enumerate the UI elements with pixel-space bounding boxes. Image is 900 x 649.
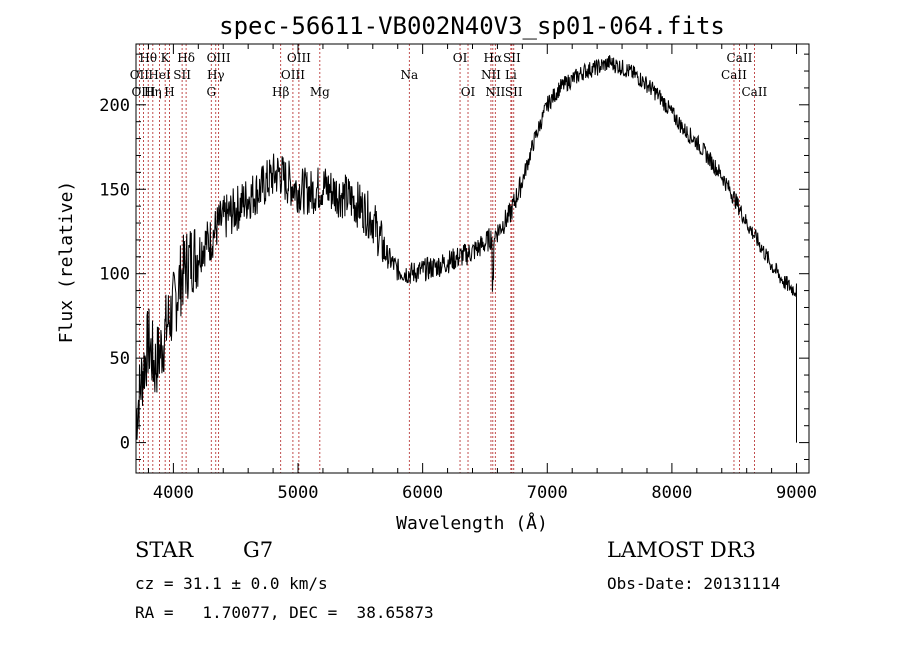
line-label: OIII [281, 68, 305, 82]
object-subclass: G7 [243, 538, 274, 562]
survey-name: LAMOST DR3 [607, 538, 756, 562]
line-label: OII [130, 68, 150, 82]
x-axis-label: Wavelength (Å) [396, 512, 548, 534]
x-tick-label: 4000 [153, 483, 194, 503]
line-label: OI [461, 85, 476, 99]
line-label: Hη [144, 85, 162, 99]
y-tick-label: 150 [99, 180, 130, 200]
line-label: OI [453, 51, 468, 65]
obs-date-text: Obs-Date: 20131114 [607, 574, 781, 593]
x-tick-label: 9000 [776, 483, 817, 503]
line-label: Hδ [177, 51, 195, 65]
line-markers [138, 44, 755, 473]
line-label: NII [481, 68, 501, 82]
line-label: Hθ [139, 51, 157, 65]
y-tick-label: 50 [110, 349, 130, 369]
line-label: CaII [741, 85, 767, 99]
line-label: SII [503, 51, 521, 65]
line-label: OIII [287, 51, 311, 65]
line-labels: Hθ OII OIII HeI K Hη SII H Hδ OIII Hγ G Hβ OIII OIII Mg… [130, 51, 768, 99]
line-label: SII [173, 68, 191, 82]
line-label: Hγ [207, 68, 225, 82]
line-label: NII [485, 85, 505, 99]
line-label: SII [505, 85, 523, 99]
y-axis-label: Flux (relative) [56, 181, 77, 344]
line-label: HeI [148, 68, 171, 82]
line-label: Hα [484, 51, 503, 65]
axis-ticks: 4000 5000 6000 7000 8000 9000 0 50 100 150 200 [99, 44, 817, 503]
line-label: Hβ [272, 85, 289, 99]
y-tick-label: 100 [99, 265, 130, 285]
line-label: Na [400, 68, 418, 82]
line-label: H [164, 85, 174, 99]
plot-frame [135, 43, 810, 474]
y-tick-label: 0 [120, 434, 130, 454]
chart-title: spec-56611-VB002N40V3_sp01-064.fits [219, 12, 725, 40]
line-label: OIII [207, 51, 231, 65]
redshift-text: cz = 31.1 ± 0.0 km/s [135, 574, 328, 593]
line-label: G [206, 85, 216, 99]
line-label: CaII [727, 51, 753, 65]
line-label: OIII [131, 85, 155, 99]
spectrum-line [135, 55, 797, 443]
line-label: CaII [721, 68, 747, 82]
y-tick-label: 200 [99, 96, 130, 116]
x-tick-label: 5000 [278, 483, 319, 503]
x-tick-label: 6000 [402, 483, 443, 503]
x-tick-label: 7000 [527, 483, 568, 503]
spectrum-series [135, 55, 797, 443]
line-label: K [161, 51, 171, 65]
line-label: Li [505, 68, 517, 82]
radec-text: RA = 1.70077, DEC = 38.65873 [135, 603, 434, 622]
x-tick-label: 8000 [651, 483, 692, 503]
object-class: STAR [135, 538, 194, 562]
line-label: Mg [310, 85, 330, 99]
